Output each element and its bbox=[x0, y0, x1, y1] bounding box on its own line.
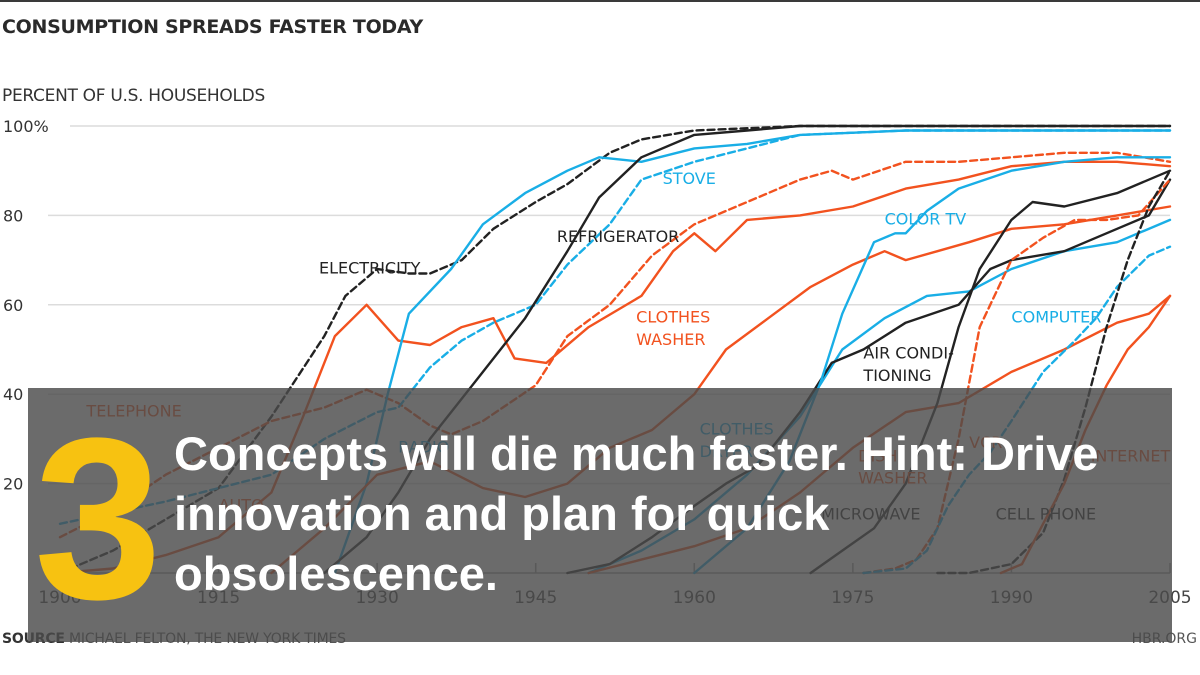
y-tick-label: 100% bbox=[3, 117, 49, 136]
slide-number: 3 bbox=[34, 390, 162, 647]
y-tick-label: 80 bbox=[3, 206, 23, 225]
annotation-label: COMPUTER bbox=[1011, 308, 1101, 327]
annotation-label: STOVE bbox=[663, 169, 716, 188]
y-tick-labels: 20 40 60 80 100% bbox=[3, 117, 49, 494]
y-tick-label: 40 bbox=[3, 385, 23, 404]
annotation-label: COLOR TV bbox=[885, 209, 967, 228]
annotation-label: AIR CONDI- bbox=[863, 343, 953, 362]
caption-text: Concepts will die much faster. Hint: Dri… bbox=[174, 427, 1099, 600]
top-rule bbox=[0, 0, 1200, 2]
series-line-telephone bbox=[58, 151, 1172, 539]
annotation-label: REFRIGERATOR bbox=[557, 227, 679, 246]
annotation-label: TIONING bbox=[862, 366, 931, 385]
annotation-label: WASHER bbox=[636, 330, 705, 349]
y-tick-label: 60 bbox=[3, 296, 23, 315]
y-tick-label: 20 bbox=[3, 475, 23, 494]
chart-title: CONSUMPTION SPREADS FASTER TODAY bbox=[2, 16, 423, 38]
caption-overlay bbox=[28, 388, 1172, 642]
annotation-label: CLOTHES bbox=[636, 308, 710, 327]
y-axis-label: PERCENT OF U.S. HOUSEHOLDS bbox=[2, 86, 265, 106]
annotation-label: ELECTRICITY bbox=[319, 259, 421, 278]
series-line-stove bbox=[333, 129, 1172, 575]
